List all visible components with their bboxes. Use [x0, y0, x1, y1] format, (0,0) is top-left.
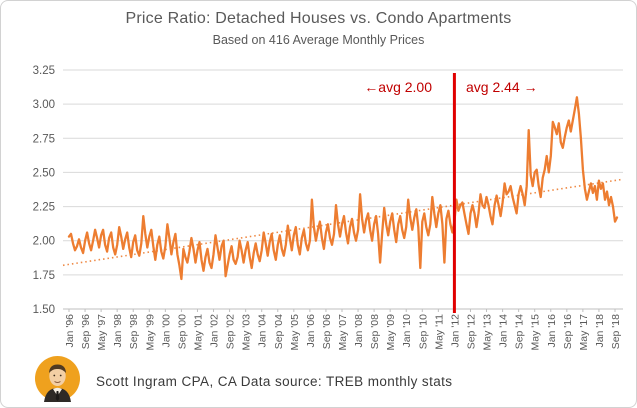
x-tick-label: Sep '12: [465, 314, 477, 349]
x-tick-label: May '11: [433, 314, 445, 350]
avatar-face: [49, 366, 66, 386]
scott-ingram-avatar: [35, 356, 80, 402]
avatar-eye-right: [59, 374, 62, 377]
x-tick-label: Jan '08: [353, 314, 365, 348]
y-tick-label: 3.25: [33, 65, 55, 77]
x-tick-label: Jan '12: [449, 314, 461, 348]
x-tick-label: May '99: [144, 314, 156, 351]
y-tick-label: 1.75: [33, 270, 55, 282]
y-tick-label: 2.25: [33, 202, 55, 214]
annotation-avg-after: avg 2.44 →: [466, 79, 538, 95]
x-tick-label: Jan '00: [160, 314, 172, 348]
x-tick-label: Sep '04: [273, 314, 285, 349]
x-tick-label: Sep '02: [225, 314, 237, 349]
x-tick-label: May '05: [289, 314, 301, 351]
x-tick-label: Jan '96: [64, 314, 76, 348]
y-tick-label: 3.00: [33, 99, 55, 111]
x-tick-label: Jan '02: [209, 314, 221, 348]
x-tick-label: Jan '06: [305, 314, 317, 348]
gridlines: [63, 69, 623, 310]
y-tick-label: 1.50: [33, 304, 55, 316]
avatar-tie: [55, 391, 60, 401]
price-ratio-series: [67, 96, 619, 281]
x-tick-label: Jan '10: [401, 314, 413, 348]
x-tick-label: May '97: [96, 314, 108, 351]
footer-credit-text: Scott Ingram CPA, CA Data source: TREB m…: [96, 374, 453, 389]
x-axis-labels: Jan '96 Sep '96 May '97 Jan '98 Sep '98 May '…: [64, 309, 622, 350]
y-axis-labels: 1.50 1.75 2.00 2.25 2.50 2.75 3.00 3.25: [33, 65, 55, 316]
x-tick-label: Jan '16: [546, 314, 558, 348]
x-tick-label: Sep '08: [369, 314, 381, 349]
x-tick-label: Jan '18: [594, 314, 606, 348]
x-tick-label: Sep '98: [128, 314, 140, 349]
x-tick-label: May '01: [192, 314, 204, 351]
avatar-eye-left: [53, 374, 56, 377]
x-tick-label: May '07: [337, 314, 349, 351]
x-tick-label: Sep '06: [321, 314, 333, 349]
x-tick-label: Sep '10: [417, 314, 429, 349]
x-tick-label: May '13: [482, 314, 494, 351]
x-tick-label: May '09: [385, 314, 397, 351]
x-tick-label: Jan '98: [112, 314, 124, 348]
avatar-hair: [49, 364, 66, 373]
x-tick-label: Sep '18: [610, 314, 622, 349]
x-tick-label: May '03: [241, 314, 253, 351]
x-tick-label: Sep '14: [514, 314, 526, 349]
x-tick-label: Jan '04: [257, 314, 269, 348]
x-tick-label: Sep '16: [562, 314, 574, 349]
x-tick-label: Sep '00: [176, 314, 188, 349]
y-tick-label: 2.00: [33, 236, 55, 248]
x-tick-label: Sep '96: [80, 314, 92, 349]
x-tick-label: May '15: [530, 314, 542, 351]
chart-title: Price Ratio: Detached Houses vs. Condo A…: [125, 10, 512, 27]
y-tick-label: 2.50: [33, 167, 55, 179]
x-tick-label: May '17: [578, 314, 590, 351]
annotation-avg-before: ←avg 2.00: [364, 79, 432, 95]
avatar-smile: [54, 381, 61, 383]
x-tick-label: Jan '14: [498, 314, 510, 348]
y-tick-label: 2.75: [33, 133, 55, 145]
chart-subtitle: Based on 416 Average Monthly Prices: [212, 33, 425, 47]
